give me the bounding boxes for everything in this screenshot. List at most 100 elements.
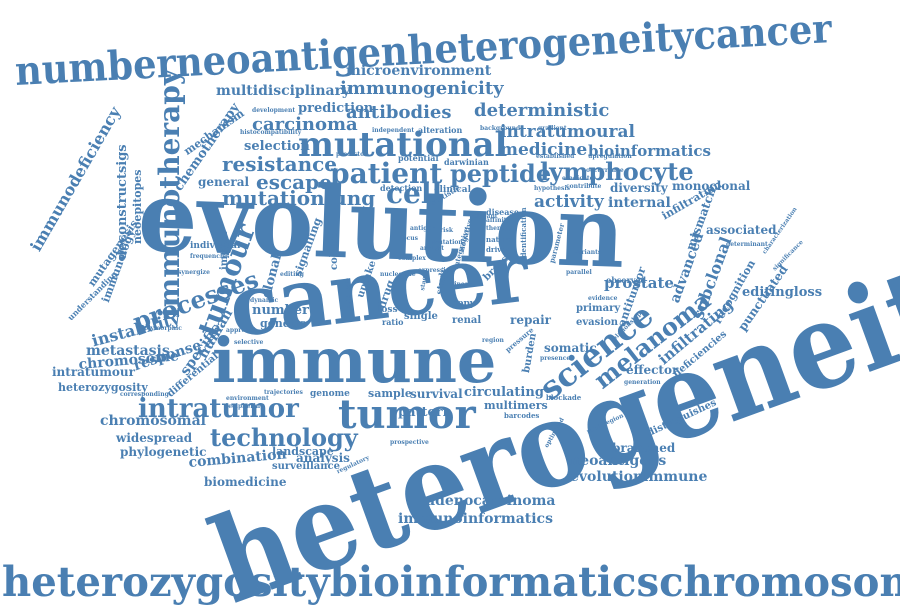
cloud-word: relevant (470, 213, 498, 220)
cloud-word: heterozygositybioinformaticschromosomal (2, 558, 900, 606)
cloud-word: landscape (272, 445, 334, 458)
cloud-word: alteration (418, 125, 463, 135)
cloud-word: metastasis (86, 343, 170, 359)
cloud-word: escape (256, 170, 332, 194)
cloud-word: somatic (544, 341, 597, 355)
cloud-word: eradicate (562, 175, 594, 182)
cloud-word: medicine (500, 140, 588, 160)
cloud-word: focus (400, 235, 418, 242)
cloud-word: polymorphic (140, 325, 182, 332)
cloud-word: branched (612, 441, 676, 455)
cloud-word: blockade (546, 393, 582, 402)
cloud-word: barcodes (504, 411, 540, 420)
cloud-word: determinant (726, 241, 768, 248)
cloud-word: cytotoxic (345, 277, 352, 308)
cloud-word: renal (452, 315, 482, 326)
cloud-word: bioinformatics (588, 142, 711, 160)
cloud-word: identification (519, 207, 528, 260)
cloud-word: selective (234, 339, 264, 346)
cloud-word: prediction (298, 101, 374, 116)
cloud-word: evolutionimmune (570, 469, 708, 485)
cloud-word: potential (398, 153, 439, 163)
cloud-word: widespread (116, 431, 193, 445)
cloud-word: phylogenetic (120, 445, 207, 459)
cloud-word: immune (212, 324, 497, 397)
cloud-word: complex (398, 255, 426, 262)
cloud-word: lymphocyte (540, 157, 694, 186)
cloud-word: monoclonal (672, 179, 751, 193)
cloud-word: predictor (336, 151, 368, 158)
cloud-word: detection (380, 183, 423, 193)
cloud-word: associated (706, 223, 777, 237)
cloud-word: immunogenicity (340, 78, 504, 99)
cloud-word: affinity (486, 217, 510, 224)
cloud-word: sample (368, 387, 412, 400)
cloud-word: resistance (222, 152, 338, 176)
cloud-word: gradient (538, 125, 567, 132)
cloud-word: intratumour (52, 365, 135, 379)
cloud-word: diversity (610, 181, 668, 195)
cloud-word: contribute (566, 183, 602, 190)
cloud-word: clinical (434, 185, 472, 195)
cloud-word: individual (190, 241, 241, 251)
cloud-word: driver (486, 245, 510, 254)
cloud-word: antigen (410, 225, 436, 232)
cloud-word: synergize (178, 269, 210, 276)
cloud-word: expression (418, 267, 454, 274)
cloud-word: analysis (296, 451, 350, 465)
cloud-word: deciphering (224, 403, 265, 410)
cloud-word: adenocarcinoma (426, 493, 556, 509)
cloud-word: neoantigens (570, 453, 667, 469)
cloud-word: number (252, 303, 309, 318)
cloud-word: intratumor (138, 394, 299, 424)
cloud-word: cohort (329, 233, 340, 270)
cloud-word: development (252, 107, 296, 114)
cloud-word: occurrence (586, 167, 624, 174)
cloud-word: multimers (484, 399, 548, 412)
cloud-word: copy (452, 299, 476, 309)
cloud-word: nature (486, 235, 513, 244)
cloud-word: intratumoural (500, 122, 635, 142)
cloud-word: therapy (486, 225, 512, 232)
cloud-word: region (482, 337, 504, 344)
cloud-word: surveillance (272, 461, 340, 472)
cloud-word: variants (574, 249, 602, 256)
cloud-word: generation (624, 379, 661, 386)
cloud-word: selection (244, 139, 310, 154)
cloud-word: multidisciplinary (216, 83, 351, 99)
cloud-word: microenvironment (346, 63, 492, 79)
cloud-word: background (480, 125, 521, 132)
cloud-word: tumor (338, 391, 476, 438)
cloud-word: analyst (420, 245, 445, 252)
cloud-word: effector (626, 363, 679, 377)
cloud-word: editingloss (742, 285, 823, 300)
cloud-word: biomedicine (204, 475, 287, 489)
cloud-word: histocompatibility (240, 129, 302, 136)
cloud-word: prospective (390, 439, 429, 446)
cloud-word: mutation (432, 239, 463, 246)
cloud-word: editing (280, 271, 304, 278)
cloud-word: established (536, 153, 575, 160)
cloud-word: frequencies (190, 253, 230, 260)
cloud-word: patient (330, 157, 443, 190)
cloud-word: genome (310, 389, 350, 399)
cloud-word: linear (452, 281, 472, 288)
cloud-word: darwinian (444, 157, 489, 167)
cloud-word: disease (486, 207, 520, 217)
cloud-word: chromosomal (100, 413, 206, 429)
cloud-word: single (404, 311, 438, 322)
cloud-word: dynamic (250, 297, 279, 304)
cloud-word: upregulation (588, 153, 632, 160)
cloud-word: heterozygosity (58, 381, 148, 394)
cloud-word: hypothesis (534, 185, 571, 192)
cloud-word: significance (771, 238, 805, 273)
cloud-word: antibodies (346, 102, 452, 123)
cloud-word: environment (226, 395, 269, 402)
cloud-word: evidence (588, 295, 618, 302)
cloud-word: ratio (382, 317, 404, 327)
cloud-word: primary (576, 303, 621, 314)
cloud-word: repair (510, 313, 552, 327)
cloud-word: loss (378, 305, 398, 315)
cloud-word: carcinoma (252, 114, 358, 135)
